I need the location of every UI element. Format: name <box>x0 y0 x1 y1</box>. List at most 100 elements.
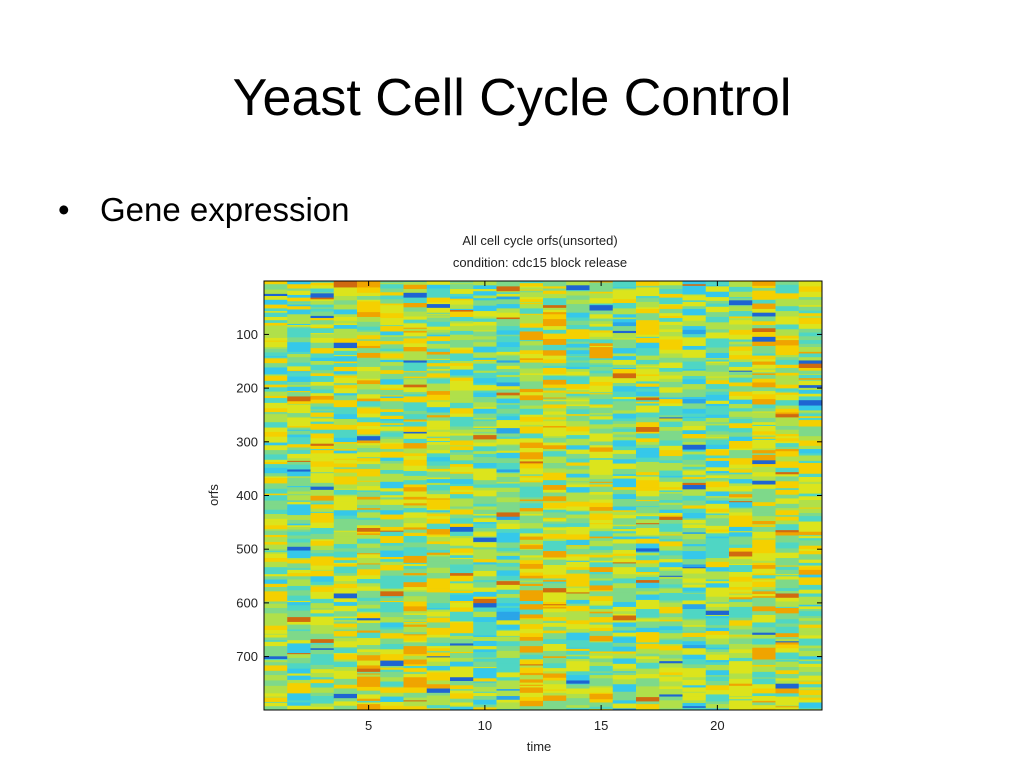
heatmap-cell <box>752 353 776 356</box>
heatmap-cell <box>775 657 800 660</box>
heatmap-cell <box>426 329 451 333</box>
heatmap-cell <box>403 307 428 312</box>
heatmap-cell <box>682 591 707 594</box>
heatmap-cell <box>519 582 544 585</box>
heatmap-cell <box>682 668 707 674</box>
heatmap-cell <box>566 325 590 330</box>
heatmap-cell <box>659 587 683 589</box>
heatmap-cell <box>752 370 776 373</box>
heatmap-cell <box>310 461 335 468</box>
heatmap-cell <box>636 422 660 427</box>
heatmap-cell <box>403 316 428 320</box>
heatmap-cell <box>264 537 288 543</box>
heatmap-cell <box>798 378 823 381</box>
heatmap-cell <box>310 648 335 651</box>
heatmap-cell <box>589 672 614 676</box>
heatmap-cell <box>264 465 288 469</box>
heatmap-cell <box>636 296 660 299</box>
heatmap-cell <box>566 332 590 335</box>
heatmap-cell <box>310 545 335 551</box>
heatmap-cell <box>333 494 358 497</box>
heatmap-cell <box>705 343 730 348</box>
heatmap-cell <box>519 660 544 665</box>
heatmap-cell <box>729 643 753 650</box>
heatmap-cell <box>426 351 451 355</box>
heatmap-cell <box>264 405 288 409</box>
heatmap-cell <box>426 684 451 689</box>
heatmap-cell <box>659 567 683 570</box>
heatmap-cell <box>380 607 404 613</box>
heatmap-cell <box>310 299 335 302</box>
heatmap-cell <box>566 414 590 417</box>
heatmap-cell <box>636 592 660 595</box>
heatmap-cell <box>426 567 451 574</box>
heatmap-cell <box>636 643 660 650</box>
heatmap-cell <box>287 515 311 521</box>
heatmap-cell <box>380 638 404 645</box>
heatmap-cell <box>659 650 683 655</box>
heatmap-cell <box>473 339 497 342</box>
heatmap-cell <box>612 651 637 654</box>
heatmap-cell <box>589 611 614 614</box>
heatmap-cell <box>612 626 637 631</box>
heatmap-cell <box>659 489 683 491</box>
heatmap-cell <box>264 398 288 404</box>
heatmap-cell <box>566 338 590 342</box>
heatmap-cell <box>357 569 381 572</box>
heatmap-cell <box>264 504 288 511</box>
heatmap-cell <box>473 583 497 588</box>
heatmap-cell <box>612 450 637 455</box>
heatmap-cell <box>798 656 823 660</box>
heatmap-cell <box>426 479 451 484</box>
heatmap-cell <box>729 668 753 674</box>
heatmap-cell <box>729 501 753 503</box>
heatmap-cell <box>682 421 707 427</box>
heatmap-cell <box>543 333 567 340</box>
heatmap-cell <box>775 324 800 330</box>
heatmap-cell <box>357 425 381 430</box>
heatmap-cell <box>543 322 567 327</box>
heatmap-cell <box>752 472 776 477</box>
heatmap-cell <box>380 681 404 687</box>
heatmap-cell <box>752 601 776 607</box>
heatmap-cell <box>310 687 335 694</box>
heatmap-cell <box>566 592 590 594</box>
heatmap-cell <box>426 494 451 496</box>
heatmap-cell <box>473 446 497 452</box>
heatmap-cell <box>659 643 683 646</box>
heatmap-cell <box>566 526 590 531</box>
heatmap-cell <box>729 542 753 545</box>
heatmap-cell <box>775 338 800 341</box>
heatmap-cell <box>729 395 753 400</box>
heatmap-cell <box>752 562 776 566</box>
heatmap-cell <box>519 548 544 551</box>
heatmap-cell <box>473 531 497 533</box>
heatmap-cell <box>682 652 707 655</box>
heatmap-cell <box>380 336 404 342</box>
heatmap-cell <box>752 693 776 697</box>
heatmap-cell <box>496 322 521 327</box>
heatmap-cell <box>310 633 335 640</box>
heatmap-cell <box>589 298 614 304</box>
heatmap-cell <box>496 552 521 557</box>
heatmap-cell <box>798 620 823 625</box>
heatmap-cell <box>798 521 823 528</box>
heatmap-cell <box>287 476 311 478</box>
heatmap-cell <box>729 445 753 449</box>
heatmap-cell <box>496 663 521 668</box>
heatmap-cell <box>450 502 474 507</box>
heatmap-cell <box>450 573 474 577</box>
heatmap-cell <box>287 453 311 459</box>
heatmap-cell <box>589 540 614 547</box>
heatmap-cell <box>426 597 451 604</box>
heatmap-cell <box>659 495 683 500</box>
heatmap-cell <box>682 353 707 359</box>
heatmap-cell <box>682 385 707 390</box>
heatmap-cell <box>729 649 753 654</box>
heatmap-cell <box>729 324 753 331</box>
heatmap-cell <box>519 362 544 366</box>
heatmap-cell <box>775 388 800 392</box>
heatmap-cell <box>659 654 683 659</box>
heatmap-cell <box>333 450 358 454</box>
heatmap-cell <box>496 575 521 579</box>
